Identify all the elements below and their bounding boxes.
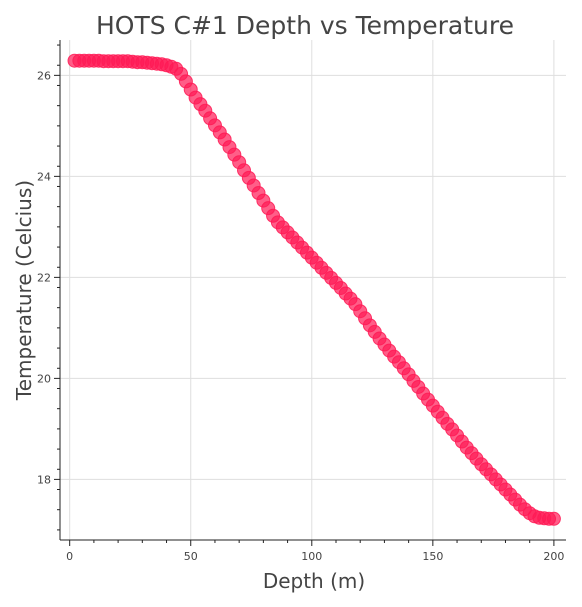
y-tick-label: 20 xyxy=(37,372,51,385)
x-tick-label: 200 xyxy=(543,550,564,563)
x-tick-label: 50 xyxy=(184,550,198,563)
y-tick-label: 18 xyxy=(37,473,51,486)
y-axis-label: Temperature (Celcius) xyxy=(12,180,36,401)
data-point xyxy=(546,511,561,526)
x-tick-label: 150 xyxy=(422,550,443,563)
scatter-series xyxy=(67,53,561,526)
axes: 0 50 100 150 200 18 20 22 24 26 xyxy=(37,40,566,563)
x-axis-label: Depth (m) xyxy=(263,569,365,593)
x-tick-label: 0 xyxy=(66,550,73,563)
y-tick-label: 22 xyxy=(37,271,51,284)
y-tick-label: 26 xyxy=(37,69,51,82)
chart-title: HOTS C#1 Depth vs Temperature xyxy=(96,11,514,40)
x-tick-label: 100 xyxy=(301,550,322,563)
grid xyxy=(60,40,566,540)
y-tick-label: 24 xyxy=(37,170,51,183)
